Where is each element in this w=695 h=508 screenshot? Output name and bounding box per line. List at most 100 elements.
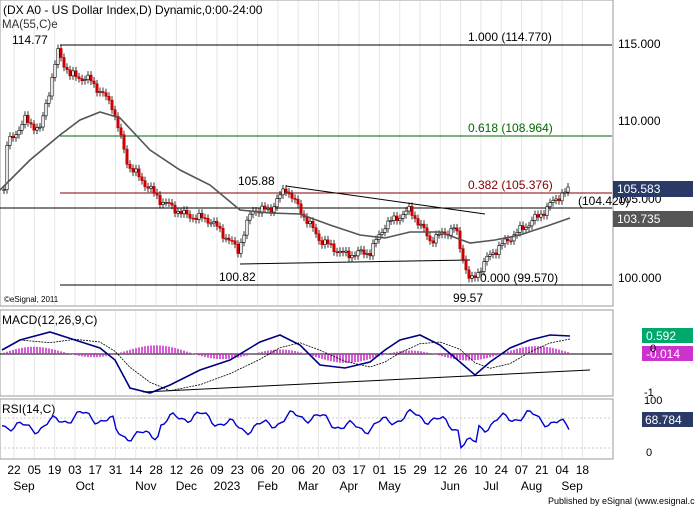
candle-up [176,211,180,214]
macd-axis[interactable]: 0.592 -0.014 0 -1 [642,328,693,399]
candle-up [452,227,456,230]
candle-down [416,218,420,226]
candle-down [68,69,72,77]
candle-down [92,80,96,85]
x-tick-day: 26 [454,463,468,477]
candle-up [527,225,531,228]
last-price-box [613,181,693,197]
candle-down [62,57,66,68]
candle-down [206,218,210,224]
candle-down [395,215,399,221]
x-tick-day: 17 [352,463,366,477]
x-tick-day: 07 [515,463,529,477]
candle-up [338,250,342,253]
x-tick-day: 03 [332,463,346,477]
candle-up [560,192,564,202]
x-tick-day: 21 [535,463,549,477]
candle-up [8,135,12,146]
candle-down [413,215,417,219]
high-label: 114.77 [12,33,48,47]
candle-down [119,127,123,136]
x-tick-day: 06 [292,463,306,477]
candle-down [299,203,303,215]
x-tick-day: 23 [231,463,245,477]
rsi-pane[interactable]: RSI(14,C) [0,398,614,460]
price-axis[interactable]: 115.000 110.000 105.000 100.000 105.583 … [613,37,693,285]
candle-down [173,204,177,214]
macd-trendline[interactable] [142,369,591,393]
candle-up [164,202,168,204]
candle-up [404,210,408,215]
candle-down [80,78,84,82]
candle-down [332,243,336,253]
candle-up [182,209,186,215]
candle-down [347,250,351,259]
candle-down [89,74,93,82]
candle-down [221,227,225,239]
support-level-label: (104.420) [578,194,629,208]
candle-down [104,92,108,97]
x-tick-day: 09 [210,463,224,477]
low-label: 99.57 [453,291,483,305]
rsi-value: 68.784 [645,413,682,427]
fib-0382-label: 0.382 (105.376) [468,178,553,192]
candle-up [386,220,390,230]
falling-trendline[interactable] [285,185,486,215]
candle-up [380,232,384,235]
candle-down [215,221,219,227]
candle-up [479,271,483,273]
price-pane[interactable]: (DX A0 - US Dollar Index,D) Dynamic,0:00… [0,0,629,307]
rsi-value-box [642,412,693,427]
candle-up [38,126,42,129]
candle-down [311,220,315,229]
candle-down [218,226,222,229]
x-tick-month: Apr [339,479,358,493]
candle-down [95,83,99,93]
publisher-credit: Published by eSignal (www.esignal.com) [548,496,695,506]
x-tick-day: 26 [190,463,204,477]
x-tick-day: 29 [413,463,427,477]
candle-up [374,239,378,244]
candle-down [284,188,288,193]
candle-up [449,228,453,236]
candle-down [110,99,114,111]
macd-hist-value: -0.014 [646,347,680,361]
candle-up [434,234,438,244]
x-tick-day: 19 [48,463,62,477]
candle-up [551,200,555,203]
macd-legend: MACD(12,26,9,C) [2,313,97,327]
rsi-line [1,408,570,450]
candle-up [365,253,369,255]
candle-up [503,238,507,245]
candle-up [242,234,246,243]
candle-down [233,240,237,245]
time-axis[interactable]: 22 05 19 03 17 31 14 28 12 26 09 23 06 20 06 20 03 17 01 15… [7,463,589,493]
macd-pane[interactable]: MACD(12,26,9,C) [0,309,614,397]
swing-low-label: 100.82 [219,270,256,284]
candle-up [407,206,411,212]
candle-up [437,233,441,236]
candle-down [305,216,309,224]
candle-down [158,194,162,205]
candle-down [230,239,234,242]
channel-support-line[interactable] [239,259,471,265]
rsi-axis[interactable]: 100 68.784 0 [642,395,693,459]
candle-down [77,76,81,79]
chart-title: (DX A0 - US Dollar Index,D) Dynamic,0:00… [3,3,263,17]
candle-up [497,245,501,255]
candle-down [122,134,126,150]
candle-down [200,212,204,219]
candle-up [356,250,360,257]
rsi-tick-100: 100 [644,395,662,407]
x-tick-day: 20 [271,463,285,477]
rsi-gridlines [0,400,612,458]
candle-down [431,240,435,244]
x-tick-day: 12 [434,463,448,477]
x-tick-month: Sep [561,479,583,493]
candle-up [491,252,495,255]
macd-tick-0: 0 [650,343,656,355]
candle-up [71,70,75,77]
candle-down [26,114,30,123]
candle-down [29,122,33,125]
